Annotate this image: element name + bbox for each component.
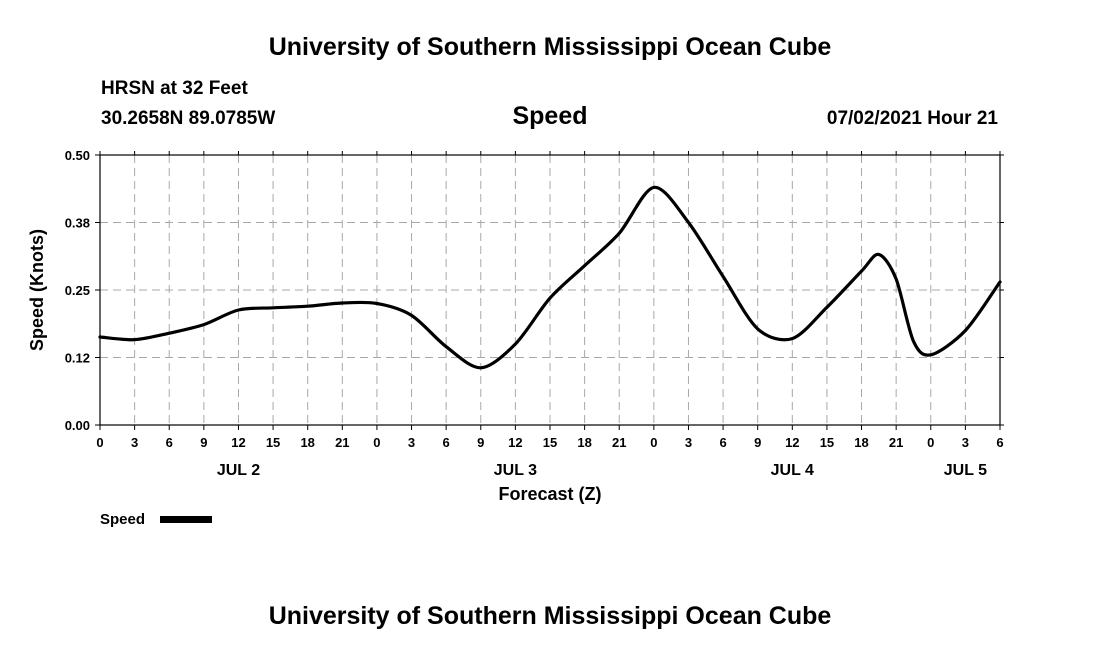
y-tick-label: 0.50 <box>65 148 90 163</box>
grid-lines <box>100 155 1000 425</box>
x-tick-label: 12 <box>231 435 245 450</box>
x-date-label: JUL 3 <box>494 462 537 479</box>
x-tick-label: 12 <box>785 435 799 450</box>
x-tick-label: 15 <box>266 435 280 450</box>
x-tick-label: 6 <box>443 435 450 450</box>
x-tick-label: 9 <box>754 435 761 450</box>
x-tick-label: 9 <box>477 435 484 450</box>
station-label: HRSN at 32 Feet <box>101 78 248 99</box>
y-tick-label: 0.00 <box>65 418 90 433</box>
x-tick-label: 6 <box>166 435 173 450</box>
series-group <box>98 185 1002 370</box>
x-tick-label: 0 <box>96 435 103 450</box>
x-tick-label: 0 <box>373 435 380 450</box>
y-tick-label: 0.38 <box>65 216 90 231</box>
x-date-label: JUL 4 <box>771 462 814 479</box>
x-tick-label: 3 <box>131 435 138 450</box>
bottom-title: University of Southern Mississippi Ocean… <box>269 602 832 630</box>
x-tick-label: 15 <box>820 435 834 450</box>
coordinates-label: 30.2658N 89.0785W <box>101 108 275 129</box>
x-tick-label: 18 <box>577 435 591 450</box>
x-tick-label: 15 <box>543 435 557 450</box>
x-axis-label: Forecast (Z) <box>498 484 601 504</box>
x-tick-label: 21 <box>889 435 903 450</box>
x-tick-label: 18 <box>854 435 868 450</box>
y-axis-label: Speed (Knots) <box>27 229 47 351</box>
top-title: University of Southern Mississippi Ocean… <box>269 33 832 61</box>
axis-ticks: 0 3 6 9 12 15 18 21 0 3 6 9 12 15 18 21 0 3 6 9 12 15 18 21 0 3 6 0… <box>65 148 1004 479</box>
x-tick-label: 0 <box>650 435 657 450</box>
legend-swatch <box>160 516 212 523</box>
x-date-label: JUL 2 <box>217 462 260 479</box>
x-tick-label: 6 <box>719 435 726 450</box>
x-date-label: JUL 5 <box>944 462 987 479</box>
x-tick-label: 21 <box>335 435 349 450</box>
x-tick-label: 3 <box>685 435 692 450</box>
x-tick-label: 3 <box>962 435 969 450</box>
x-tick-label: 9 <box>200 435 207 450</box>
x-tick-label: 21 <box>612 435 626 450</box>
y-tick-label: 0.12 <box>65 351 90 366</box>
x-tick-label: 18 <box>300 435 314 450</box>
datetime-label: 07/02/2021 Hour 21 <box>827 108 999 129</box>
variable-title: Speed <box>512 102 587 130</box>
x-tick-label: 0 <box>927 435 934 450</box>
x-tick-label: 6 <box>996 435 1003 450</box>
legend-label: Speed <box>100 511 145 528</box>
y-tick-label: 0.25 <box>65 283 90 298</box>
x-tick-label: 3 <box>408 435 415 450</box>
x-tick-label: 12 <box>508 435 522 450</box>
series-line-speed <box>98 185 1002 370</box>
